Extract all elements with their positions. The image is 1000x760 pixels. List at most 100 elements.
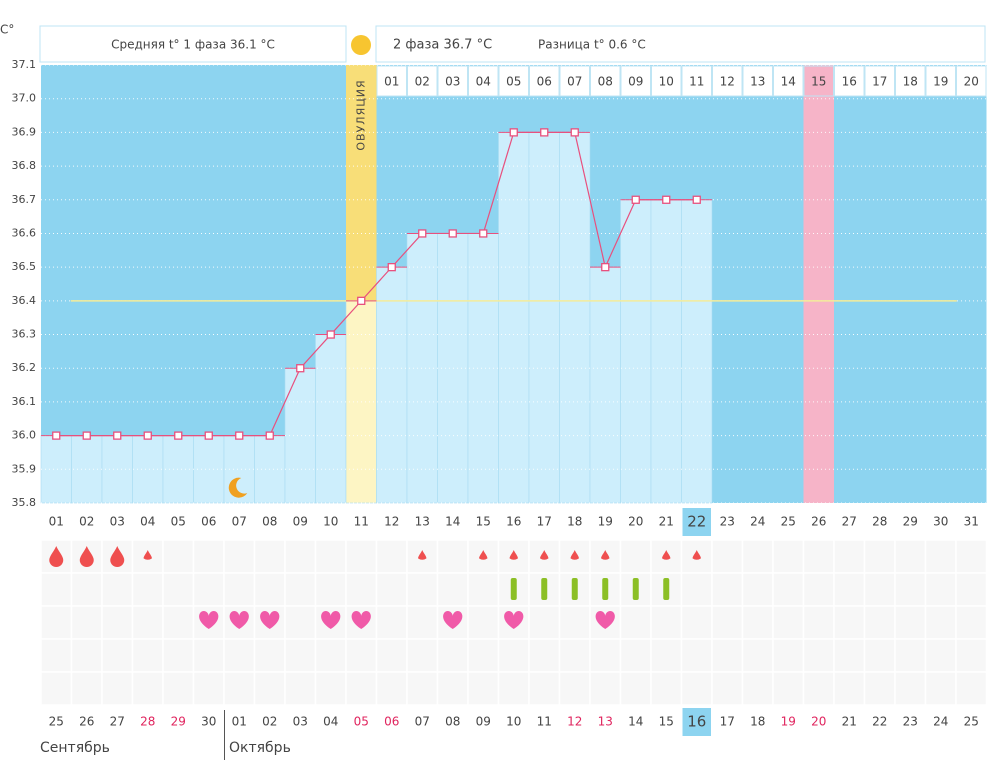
phase2-day: 08 — [598, 75, 613, 89]
date-label: 12 — [567, 715, 582, 729]
y-tick-label: 36.2 — [12, 361, 37, 374]
phase2-cell — [834, 65, 865, 97]
date-label: 09 — [476, 715, 491, 729]
date-label: 24 — [933, 715, 948, 729]
phase2-day: 12 — [720, 75, 735, 89]
day-column — [193, 435, 225, 504]
current-day-bg — [682, 508, 711, 536]
phase2-day: 20 — [964, 75, 979, 89]
symbol-cell — [40, 605, 73, 640]
pill-mark — [602, 578, 609, 600]
temperature-point — [662, 195, 671, 204]
phase2-day: 04 — [476, 75, 491, 89]
day-column — [589, 266, 621, 504]
date-label: 21 — [842, 715, 857, 729]
symbol-cell — [375, 671, 408, 706]
date-label: 06 — [384, 715, 399, 729]
symbol-cell — [680, 605, 713, 640]
day-label: 30 — [933, 515, 948, 529]
date-label: 17 — [720, 715, 735, 729]
day-label: 15 — [476, 515, 491, 529]
date-label: 25 — [49, 715, 64, 729]
symbol-cell — [558, 638, 591, 673]
phase2-cell — [712, 65, 743, 97]
date-label: 30 — [201, 715, 216, 729]
date-label: 05 — [354, 715, 369, 729]
heart-icon — [504, 611, 524, 629]
temperature-point — [418, 229, 427, 238]
heart-icon — [229, 611, 249, 629]
y-tick-label: 36.1 — [12, 395, 37, 408]
phase2-day: 05 — [506, 75, 521, 89]
heart-icon — [321, 611, 341, 629]
day-label: 31 — [964, 515, 979, 529]
date-label: 01 — [232, 715, 247, 729]
day-label: 03 — [110, 515, 125, 529]
phase2-box — [375, 25, 986, 63]
day-label: 27 — [842, 515, 857, 529]
symbol-cell — [284, 671, 317, 706]
phase2-cell — [498, 65, 529, 97]
date-label: 18 — [750, 715, 765, 729]
day-column — [681, 199, 713, 504]
day-label: 02 — [79, 515, 94, 529]
bleeding-drop — [418, 550, 427, 560]
temperature-point — [326, 330, 335, 339]
date-label: 29 — [171, 715, 186, 729]
symbol-cell — [924, 671, 957, 706]
symbol-cell — [223, 671, 256, 706]
date-label: 13 — [598, 715, 613, 729]
heart-icon — [260, 611, 280, 629]
day-column — [437, 233, 469, 504]
symbol-cell — [619, 539, 652, 574]
pill-mark — [632, 578, 639, 600]
symbol-cell — [497, 638, 530, 673]
phase1-box — [39, 25, 347, 63]
date-label: 16 — [687, 713, 706, 731]
phase2-cell — [956, 65, 987, 97]
phase2-day: 18 — [903, 75, 918, 89]
symbol-cell — [284, 638, 317, 673]
date-label: 27 — [110, 715, 125, 729]
symbol-cell — [894, 638, 927, 673]
symbol-cell — [436, 539, 469, 574]
symbol-cell — [162, 605, 195, 640]
day-label: 16 — [506, 515, 521, 529]
bleeding-drop — [509, 550, 518, 560]
temperature-point — [631, 195, 640, 204]
symbol-cell — [162, 539, 195, 574]
symbol-cell — [802, 572, 835, 607]
symbol-cell — [436, 572, 469, 607]
symbol-cell — [894, 539, 927, 574]
day-label: 09 — [293, 515, 308, 529]
temperature-point — [143, 431, 152, 440]
symbol-cell — [436, 671, 469, 706]
phase2-cell — [529, 65, 560, 97]
temperature-point — [387, 263, 396, 272]
day-label: 18 — [567, 515, 582, 529]
date-label: 14 — [628, 715, 643, 729]
temperature-point — [448, 229, 457, 238]
symbol-cell — [70, 605, 103, 640]
symbol-cell — [894, 605, 927, 640]
symbol-cell — [192, 572, 225, 607]
symbol-cell — [101, 638, 134, 673]
symbol-cell — [711, 671, 744, 706]
phase2-cell — [376, 65, 407, 97]
symbol-cell — [101, 605, 134, 640]
bleeding-drop — [49, 546, 64, 567]
symbol-cell — [70, 638, 103, 673]
bleeding-drop — [540, 550, 549, 560]
day-column — [620, 199, 652, 504]
day-label: 06 — [201, 515, 216, 529]
date-label: 28 — [140, 715, 155, 729]
symbol-cell — [680, 638, 713, 673]
phase2-cell — [407, 65, 438, 97]
day-column — [162, 435, 194, 504]
temperature-point — [204, 431, 213, 440]
symbol-cell — [40, 638, 73, 673]
ovulation-label: ОВУЛЯЦИЯ — [354, 79, 367, 150]
symbol-cell — [894, 572, 927, 607]
bleeding-drop — [601, 550, 610, 560]
day-label: 14 — [445, 515, 460, 529]
